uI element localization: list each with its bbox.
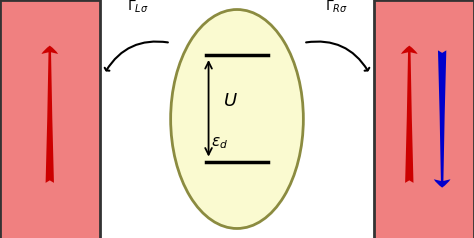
Text: $\varepsilon_{d}$: $\varepsilon_{d}$	[211, 135, 228, 151]
Bar	[0, 0, 100, 238]
Bar	[374, 0, 474, 238]
Text: $U$: $U$	[223, 92, 237, 110]
Text: $\Gamma_{L\sigma}$: $\Gamma_{L\sigma}$	[127, 0, 148, 15]
Text: $\Gamma_{R\sigma}$: $\Gamma_{R\sigma}$	[325, 0, 348, 15]
Ellipse shape	[171, 10, 303, 228]
